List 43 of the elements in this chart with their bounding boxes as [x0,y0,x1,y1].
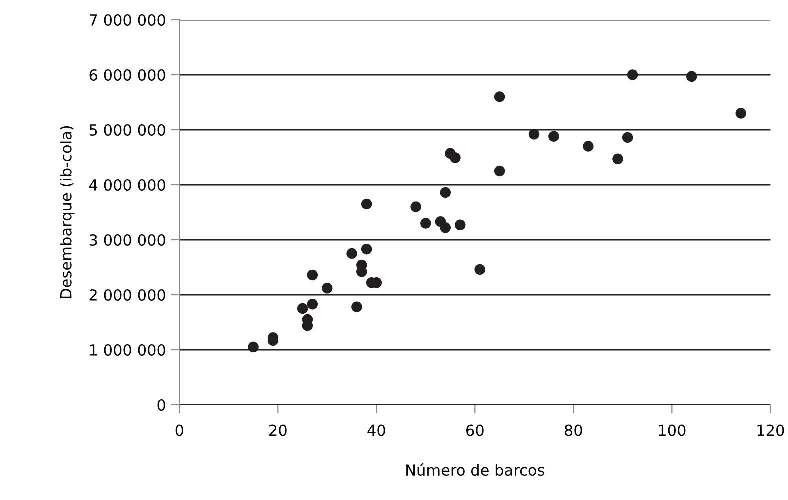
y-tick-label: 1 000 000 [90,344,166,356]
x-tick-label: 20 [270,424,287,436]
point [583,141,594,152]
point [548,131,560,142]
y-tick-label: 7 000 000 [90,14,166,26]
x-axis-title: Número de barcos [406,464,545,476]
y-tick-label: 4 000 000 [89,179,166,192]
point [440,187,451,198]
y-tick-label: 2 000 000 [90,289,166,302]
point [420,218,432,229]
point [248,342,259,353]
x-tick-label: 120 [758,424,784,436]
point [352,302,362,312]
point [307,298,318,310]
x-tick-label: 80 [564,424,582,436]
y-tick-label: 0 [158,399,166,412]
x-tick-label: 100 [659,424,686,436]
x-tick-label: 40 [368,424,386,436]
point [297,303,308,314]
point [528,129,540,140]
y-tick-label: 3 000 000 [90,234,166,246]
point [361,244,372,255]
point [322,283,333,294]
point [346,248,358,260]
point [622,132,634,144]
point [455,220,466,231]
x-tick-label: 60 [466,424,484,436]
y-tick-label: 6 000 000 [90,69,166,82]
point [494,92,506,102]
point [494,166,506,177]
y-tick-label: 5 000 000 [90,124,166,136]
y-axis-title: Desembarque (ib-cola) [60,126,75,298]
point [627,70,638,80]
point [361,198,372,210]
point [686,71,698,82]
point [450,152,461,164]
point [440,222,451,234]
point [612,154,624,165]
point [410,202,422,212]
x-tick-label: 0 [176,424,184,436]
point [307,270,318,281]
point [474,264,486,276]
point [736,108,746,119]
